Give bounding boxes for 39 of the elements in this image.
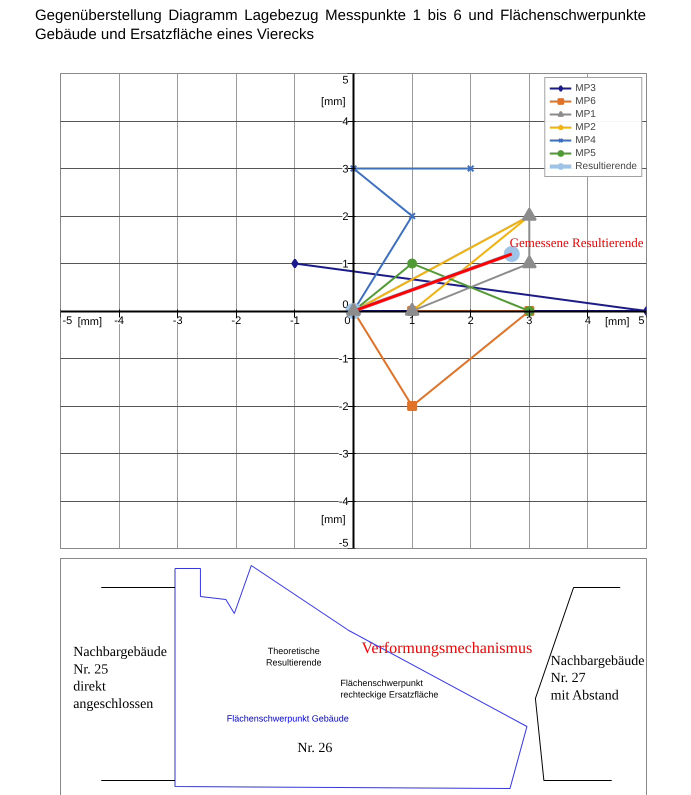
x-tick-label: -3 bbox=[172, 315, 183, 327]
y-tick-label: -5 bbox=[338, 538, 348, 550]
text: Flächenschwerpunkt rechteckige Ersatzfläche bbox=[340, 678, 438, 700]
x-axis-title: [mm] bbox=[604, 316, 630, 328]
x-tick-label: 3 bbox=[526, 315, 532, 327]
x-tick-label: 2 bbox=[468, 315, 474, 327]
legend-label: MP1 bbox=[575, 108, 596, 120]
x-tick-label: 4 bbox=[584, 315, 591, 327]
y-tick-label: -1 bbox=[338, 354, 348, 366]
x-tick-label: -5 bbox=[62, 315, 72, 327]
y-tick-label: 4 bbox=[342, 116, 349, 128]
x-tick-label: -1 bbox=[290, 315, 300, 327]
text: [mm] bbox=[78, 316, 102, 328]
text: Flächenschwerpunkt Gebäude bbox=[226, 714, 349, 724]
annotation: Gemessene Resultierende bbox=[510, 235, 644, 250]
y-tick-label: -2 bbox=[338, 401, 348, 413]
text: Nachbargebäude Nr. 25 direkt angeschlossen bbox=[73, 645, 168, 712]
legend-label: Resultierende bbox=[575, 160, 637, 172]
x-tick-label: -2 bbox=[231, 315, 242, 327]
legend-label: MP6 bbox=[575, 95, 596, 107]
legend-label: MP5 bbox=[575, 147, 596, 159]
legend-label: MP4 bbox=[575, 134, 596, 146]
legend-label: MP2 bbox=[575, 121, 596, 133]
y-axis-title: [mm] bbox=[321, 96, 346, 108]
text: [mm] bbox=[321, 514, 346, 526]
y-tick-label: 0 bbox=[342, 299, 349, 311]
text: Nr. 26 bbox=[297, 741, 332, 756]
y-tick-label: 5 bbox=[342, 74, 349, 86]
chart-title: Gegenüberstellung Diagramm Lagebezug Messpunkte 1 bis 6 und Flächenschwerpunkte Gebäude und Ersatzfläche eines Vierecks bbox=[35, 7, 646, 44]
y-tick-label: 3 bbox=[342, 164, 349, 176]
y-tick-label: -3 bbox=[338, 448, 348, 460]
text: Nachbargebäude Nr. 27 mit Abstand bbox=[550, 654, 644, 704]
legend-label: MP3 bbox=[575, 82, 596, 94]
x-tick-label: 5 bbox=[638, 315, 645, 327]
x-tick-label: -4 bbox=[114, 315, 124, 327]
y-tick-label: 1 bbox=[342, 258, 349, 270]
text: Theoretische Resultierende bbox=[266, 646, 322, 668]
y-tick-label: -4 bbox=[338, 496, 348, 508]
y-tick-label: 2 bbox=[342, 211, 349, 223]
